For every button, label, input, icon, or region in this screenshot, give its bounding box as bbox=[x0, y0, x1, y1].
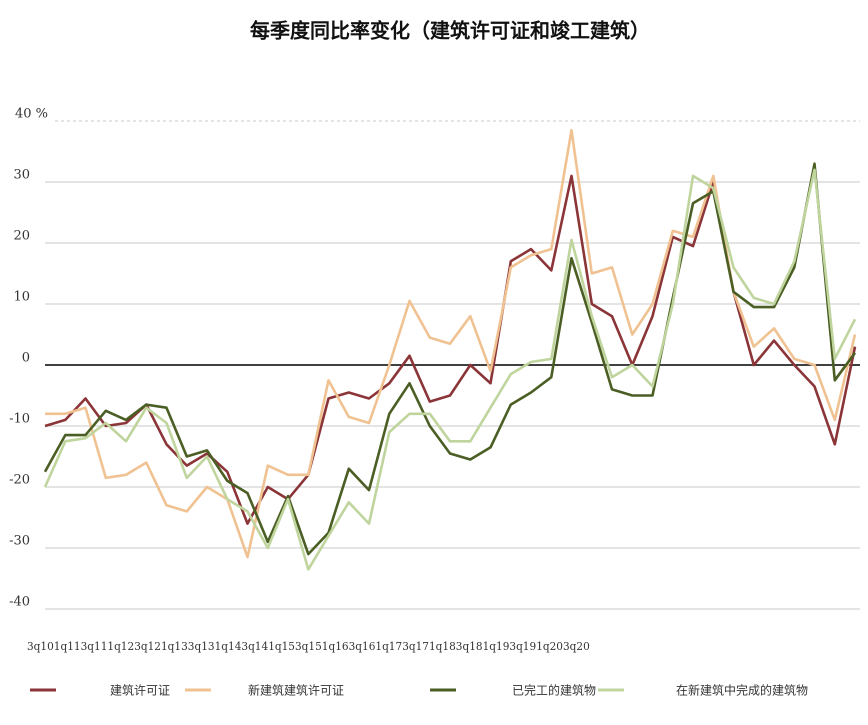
x-tick-label: 3q18 bbox=[456, 640, 483, 653]
x-tick-label: 1q19 bbox=[483, 640, 510, 653]
x-tick-label: 3q12 bbox=[134, 640, 161, 653]
x-tick-label: 1q20 bbox=[536, 640, 563, 653]
y-tick-label: 40 % bbox=[15, 107, 48, 122]
x-tick-label: 3q20 bbox=[563, 640, 590, 653]
legend-label: 建筑许可证 bbox=[110, 683, 170, 698]
x-tick-label: 1q12 bbox=[107, 640, 134, 653]
y-tick-label: -10 bbox=[9, 412, 30, 427]
x-tick-label: 3q14 bbox=[241, 640, 268, 653]
x-tick-label: 3q13 bbox=[188, 640, 215, 653]
series-line bbox=[43, 162, 857, 556]
x-tick-label: 1q18 bbox=[429, 640, 456, 653]
series-line bbox=[44, 174, 857, 525]
series-line bbox=[43, 168, 857, 571]
x-tick-label: 3q19 bbox=[509, 640, 536, 653]
y-tick-label: -20 bbox=[9, 473, 30, 488]
x-tick-label: 3q11 bbox=[81, 640, 108, 653]
x-tick-label: 1q15 bbox=[268, 640, 295, 653]
y-tick-label: -30 bbox=[9, 534, 30, 549]
x-tick-label: 3q15 bbox=[295, 640, 322, 653]
series-line bbox=[45, 128, 857, 559]
x-tick-label: 1q11 bbox=[54, 640, 81, 653]
x-tick-label: 3q17 bbox=[402, 640, 429, 653]
legend-label: 在新建筑中完成的建筑物 bbox=[676, 683, 808, 698]
y-tick-label: 30 bbox=[13, 168, 30, 183]
x-tick-label: 1q17 bbox=[375, 640, 402, 653]
y-tick-label: 20 bbox=[13, 229, 30, 244]
x-tick-label: 3q16 bbox=[349, 640, 376, 653]
chart-title: 每季度同比率变化（建筑许可证和竣工建筑） bbox=[250, 19, 650, 43]
x-tick-label: 1q13 bbox=[161, 640, 188, 653]
y-tick-label: 0 bbox=[22, 351, 30, 366]
x-tick-label: 3q10 bbox=[27, 640, 54, 653]
y-tick-label: 10 bbox=[13, 290, 30, 305]
x-tick-label: 1q16 bbox=[322, 640, 349, 653]
legend-label: 已完工的建筑物 bbox=[512, 683, 596, 698]
y-tick-label: -40 bbox=[9, 595, 30, 610]
legend-label: 新建筑建筑许可证 bbox=[248, 683, 344, 698]
x-tick-label: 1q14 bbox=[215, 640, 242, 653]
